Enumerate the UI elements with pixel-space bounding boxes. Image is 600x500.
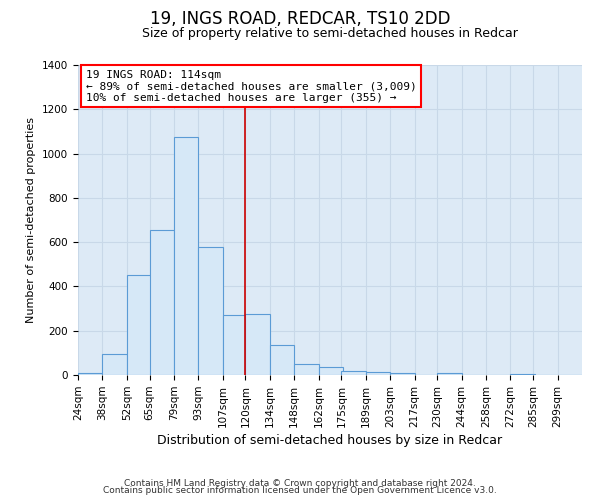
Text: Contains public sector information licensed under the Open Government Licence v3: Contains public sector information licen… [103,486,497,495]
Bar [174,137,199,375]
Bar [199,246,223,375]
Bar [294,364,319,375]
Bar [390,373,415,375]
Text: 19, INGS ROAD, REDCAR, TS10 2DD: 19, INGS ROAD, REDCAR, TS10 2DD [150,10,450,28]
Text: 19 INGS ROAD: 114sqm
← 89% of semi-detached houses are smaller (3,009)
10% of se: 19 INGS ROAD: 114sqm ← 89% of semi-detac… [86,70,416,103]
Bar [149,230,174,375]
Bar [78,373,103,375]
Bar [103,354,127,375]
Bar [223,315,247,375]
Bar [319,367,343,375]
Bar [341,370,366,375]
X-axis label: Distribution of semi-detached houses by size in Redcar: Distribution of semi-detached houses by … [157,434,503,447]
Bar [366,372,390,375]
Title: Size of property relative to semi-detached houses in Redcar: Size of property relative to semi-detach… [142,27,518,40]
Text: Contains HM Land Registry data © Crown copyright and database right 2024.: Contains HM Land Registry data © Crown c… [124,478,476,488]
Bar [127,276,151,375]
Bar [270,345,294,375]
Bar [511,374,535,375]
Bar [245,314,270,375]
Bar [437,373,461,375]
Y-axis label: Number of semi-detached properties: Number of semi-detached properties [26,117,37,323]
